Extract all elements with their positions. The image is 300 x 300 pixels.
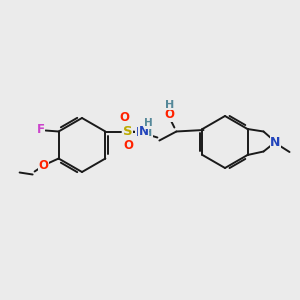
Text: S: S xyxy=(123,125,132,138)
Text: F: F xyxy=(37,123,45,136)
Text: N: N xyxy=(135,126,146,139)
Text: O: O xyxy=(123,139,134,152)
Text: O: O xyxy=(119,111,129,124)
Text: H: H xyxy=(143,128,152,137)
Text: O: O xyxy=(39,159,49,172)
Text: H: H xyxy=(144,118,153,128)
Text: O: O xyxy=(164,108,174,121)
Text: N: N xyxy=(270,136,281,148)
Text: H: H xyxy=(165,100,174,110)
Text: N: N xyxy=(138,125,148,138)
